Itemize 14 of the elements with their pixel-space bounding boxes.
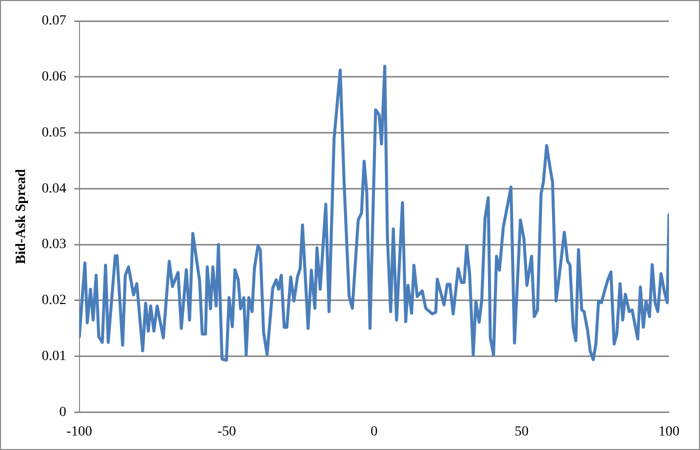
x-tick-label: 50 xyxy=(514,424,529,440)
x-tick-label: 100 xyxy=(658,424,680,440)
y-tick-label: 0.02 xyxy=(42,293,66,308)
x-tick-label: -100 xyxy=(66,424,92,440)
y-tick-label: 0.06 xyxy=(42,70,66,85)
y-tick-label: 0.01 xyxy=(42,348,66,364)
x-tick-label: -50 xyxy=(217,424,236,440)
y-tick-label: 0.07 xyxy=(42,14,66,29)
y-axis-title: Bid-Ask Spread xyxy=(14,168,30,264)
y-tick-label: 0.04 xyxy=(42,181,66,196)
y-tick-label: 0.05 xyxy=(42,125,66,140)
x-tick-label: 0 xyxy=(370,424,378,440)
y-tick-label: 0.03 xyxy=(42,237,66,252)
y-tick-label: 0 xyxy=(59,404,66,420)
